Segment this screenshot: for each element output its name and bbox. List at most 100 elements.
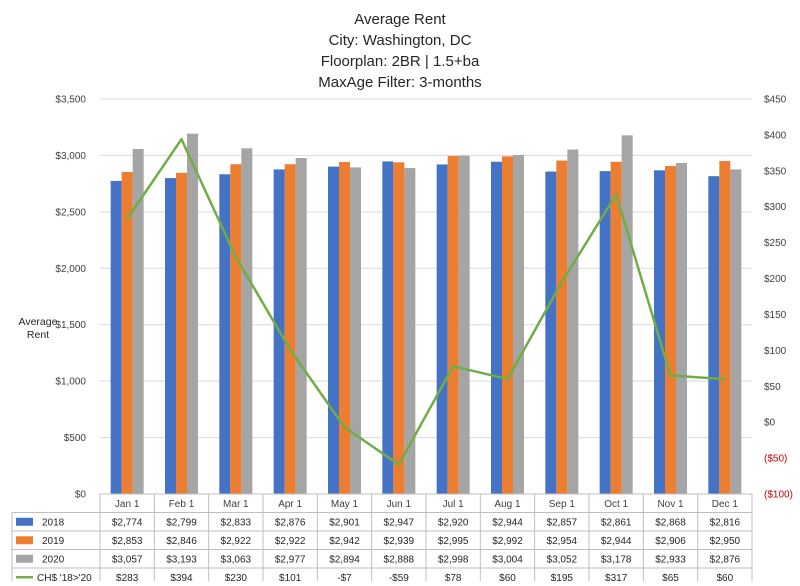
line-point-sep-1 xyxy=(560,280,564,284)
bar-2018-oct-1 xyxy=(599,171,611,494)
bar-2018-sep-1 xyxy=(545,171,557,494)
table-cell: $78 xyxy=(445,573,462,581)
table-cell: $2,933 xyxy=(655,554,686,565)
bar-2018-may-1 xyxy=(328,166,339,494)
y-tick-label: $2,500 xyxy=(55,207,86,218)
table-cell: $2,774 xyxy=(112,517,143,528)
bar-2018-aug-1 xyxy=(491,161,502,494)
bar-2018-jul-1 xyxy=(436,164,448,494)
bar-2020-aug-1 xyxy=(513,154,524,494)
table-cell: $2,950 xyxy=(710,536,741,547)
table-cell: $3,178 xyxy=(601,554,632,565)
table-cell: -$7 xyxy=(337,573,352,581)
bar-2019-mar-1 xyxy=(230,164,242,494)
table-cell: $2,901 xyxy=(329,517,360,528)
bar-series-group xyxy=(110,133,742,495)
legend-key-2020 xyxy=(16,554,33,563)
line-point-aug-1 xyxy=(506,377,509,381)
y-axis-title-line: Average xyxy=(19,316,58,328)
table-cell: $317 xyxy=(605,573,628,581)
primary-y-axis: $0 $500 $1,000 $1,500 $2,000 $2,500 $3,000 $3,5… xyxy=(55,95,86,501)
series-name: 2020 xyxy=(42,554,65,565)
table-cell: $2,799 xyxy=(166,517,197,528)
line-series-change xyxy=(126,137,725,466)
chart-title: Average Rent City: Washington, DC Floorpla… xyxy=(318,11,481,91)
chart-title-line: MaxAge Filter: 3-months xyxy=(318,74,481,91)
table-cell: $394 xyxy=(170,573,193,581)
table-cell: $2,922 xyxy=(275,536,306,547)
bar-2020-oct-1 xyxy=(621,135,633,494)
series-name: 2019 xyxy=(42,536,65,547)
category-label: Aug 1 xyxy=(494,499,521,510)
category-label: Dec 1 xyxy=(712,499,739,510)
bar-2020-jul-1 xyxy=(458,155,470,494)
secondary-y-tick-label: $450 xyxy=(764,95,787,106)
line-point-jan-1 xyxy=(125,217,129,221)
bar-2020-apr-1 xyxy=(295,158,307,494)
bar-2019-feb-1 xyxy=(176,172,187,494)
table-cell: $2,944 xyxy=(492,517,523,528)
bar-2019-aug-1 xyxy=(502,156,513,494)
bar-2018-jan-1 xyxy=(110,180,122,495)
bar-2019-jul-1 xyxy=(447,155,459,494)
bar-2018-dec-1 xyxy=(708,176,720,495)
secondary-y-tick-label: $100 xyxy=(764,346,787,357)
y-axis-title-line: Rent xyxy=(27,329,49,341)
bar-2020-sep-1 xyxy=(567,149,579,494)
y-tick-label: $3,500 xyxy=(55,95,86,106)
bar-2019-sep-1 xyxy=(556,160,568,494)
bar-2019-oct-1 xyxy=(610,161,622,494)
secondary-y-tick-label: $400 xyxy=(764,130,787,141)
table-cell: $195 xyxy=(551,573,574,581)
table-cell: $2,833 xyxy=(221,517,252,528)
secondary-y-tick-label: $250 xyxy=(764,238,787,249)
category-label: May 1 xyxy=(331,499,359,510)
bar-2019-apr-1 xyxy=(284,164,296,494)
category-label: Oct 1 xyxy=(604,499,628,510)
bar-2019-jun-1 xyxy=(393,162,405,494)
y-tick-label: $1,500 xyxy=(55,320,86,331)
table-cell: $3,057 xyxy=(112,554,143,565)
table-cell: $2,876 xyxy=(275,517,306,528)
secondary-y-tick-label: $150 xyxy=(764,310,787,321)
table-cell: $2,894 xyxy=(329,554,360,565)
data-table: Jan 1 Feb 1 Mar 1 Apr 1 May 1 Jun 1 Jul 1 Aug 1… xyxy=(11,493,753,586)
y-tick-label: $3,000 xyxy=(55,151,86,162)
table-cell: $2,857 xyxy=(547,517,578,528)
line-point-nov-1 xyxy=(669,374,672,377)
table-cell: $2,876 xyxy=(710,554,741,565)
bar-2020-dec-1 xyxy=(730,169,742,494)
category-label: Mar 1 xyxy=(223,499,249,510)
bar-2019-nov-1 xyxy=(665,166,676,494)
line-point-jul-1 xyxy=(451,364,455,368)
category-label: Apr 1 xyxy=(278,499,302,510)
table-cell: $3,063 xyxy=(221,554,252,565)
bar-2020-nov-1 xyxy=(676,162,687,495)
table-cell: $3,193 xyxy=(166,554,197,565)
bar-2020-may-1 xyxy=(350,167,361,495)
table-cell: $2,920 xyxy=(438,517,469,528)
line-series-group xyxy=(125,137,727,466)
y-tick-label: $0 xyxy=(75,490,87,501)
category-label: Jun 1 xyxy=(387,499,412,510)
table-cell: $2,995 xyxy=(438,536,469,547)
table-cell: $2,944 xyxy=(601,536,632,547)
secondary-y-tick-label: $50 xyxy=(764,382,781,393)
table-cell: $60 xyxy=(716,573,733,581)
line-point-oct-1 xyxy=(614,193,618,196)
table-cell: $2,977 xyxy=(275,554,306,565)
table-cell: $2,816 xyxy=(710,517,741,528)
category-label: Jan 1 xyxy=(115,499,140,510)
table-cell: $65 xyxy=(662,573,679,581)
category-label: Feb 1 xyxy=(169,499,195,510)
table-cell: $2,954 xyxy=(547,536,578,547)
y-tick-label: $1,000 xyxy=(55,377,86,388)
bar-2018-jun-1 xyxy=(382,161,394,494)
series-name: CH$ '18>'20 xyxy=(37,573,92,581)
table-cell: $2,868 xyxy=(655,517,686,528)
table-cell: $2,947 xyxy=(384,517,415,528)
bar-2019-jan-1 xyxy=(121,172,133,495)
bar-2019-dec-1 xyxy=(719,161,731,495)
table-cell: $101 xyxy=(279,573,302,581)
